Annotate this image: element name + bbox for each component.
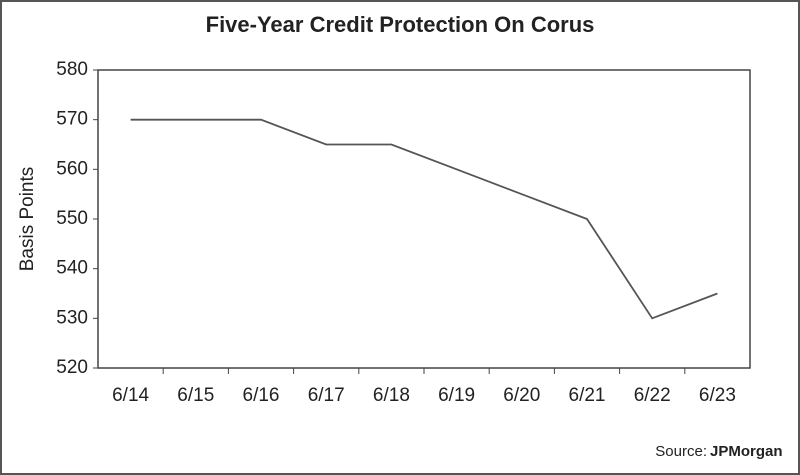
y-tick-label: 540 bbox=[56, 258, 88, 279]
source-name: JPMorgan bbox=[710, 443, 783, 460]
x-tick-label: 6/14 bbox=[112, 385, 149, 406]
x-tick-label: 6/20 bbox=[503, 385, 540, 406]
y-tick-label: 580 bbox=[56, 59, 88, 80]
y-tick-label: 570 bbox=[56, 109, 88, 130]
x-tick-label: 6/19 bbox=[438, 385, 475, 406]
y-tick-label: 520 bbox=[56, 357, 88, 378]
y-tick-label: 550 bbox=[56, 208, 88, 229]
line bbox=[130, 118, 718, 320]
y-tick-label: 530 bbox=[56, 307, 88, 328]
x-tick-label: 6/23 bbox=[699, 385, 736, 406]
x-tick-label: 6/18 bbox=[373, 385, 410, 406]
chart-title: Five-Year Credit Protection On Corus bbox=[206, 12, 595, 37]
y-tick-label: 560 bbox=[56, 158, 88, 179]
x-tick-label: 6/22 bbox=[634, 385, 671, 406]
x-tick-label: 6/15 bbox=[177, 385, 214, 406]
x-tick-label: 6/16 bbox=[243, 385, 280, 406]
x-tick-label: 6/21 bbox=[569, 385, 606, 406]
y-axis-label: Basis Points bbox=[17, 167, 38, 272]
x-tick-label: 6/17 bbox=[308, 385, 345, 406]
source-label: Source: bbox=[655, 443, 707, 460]
